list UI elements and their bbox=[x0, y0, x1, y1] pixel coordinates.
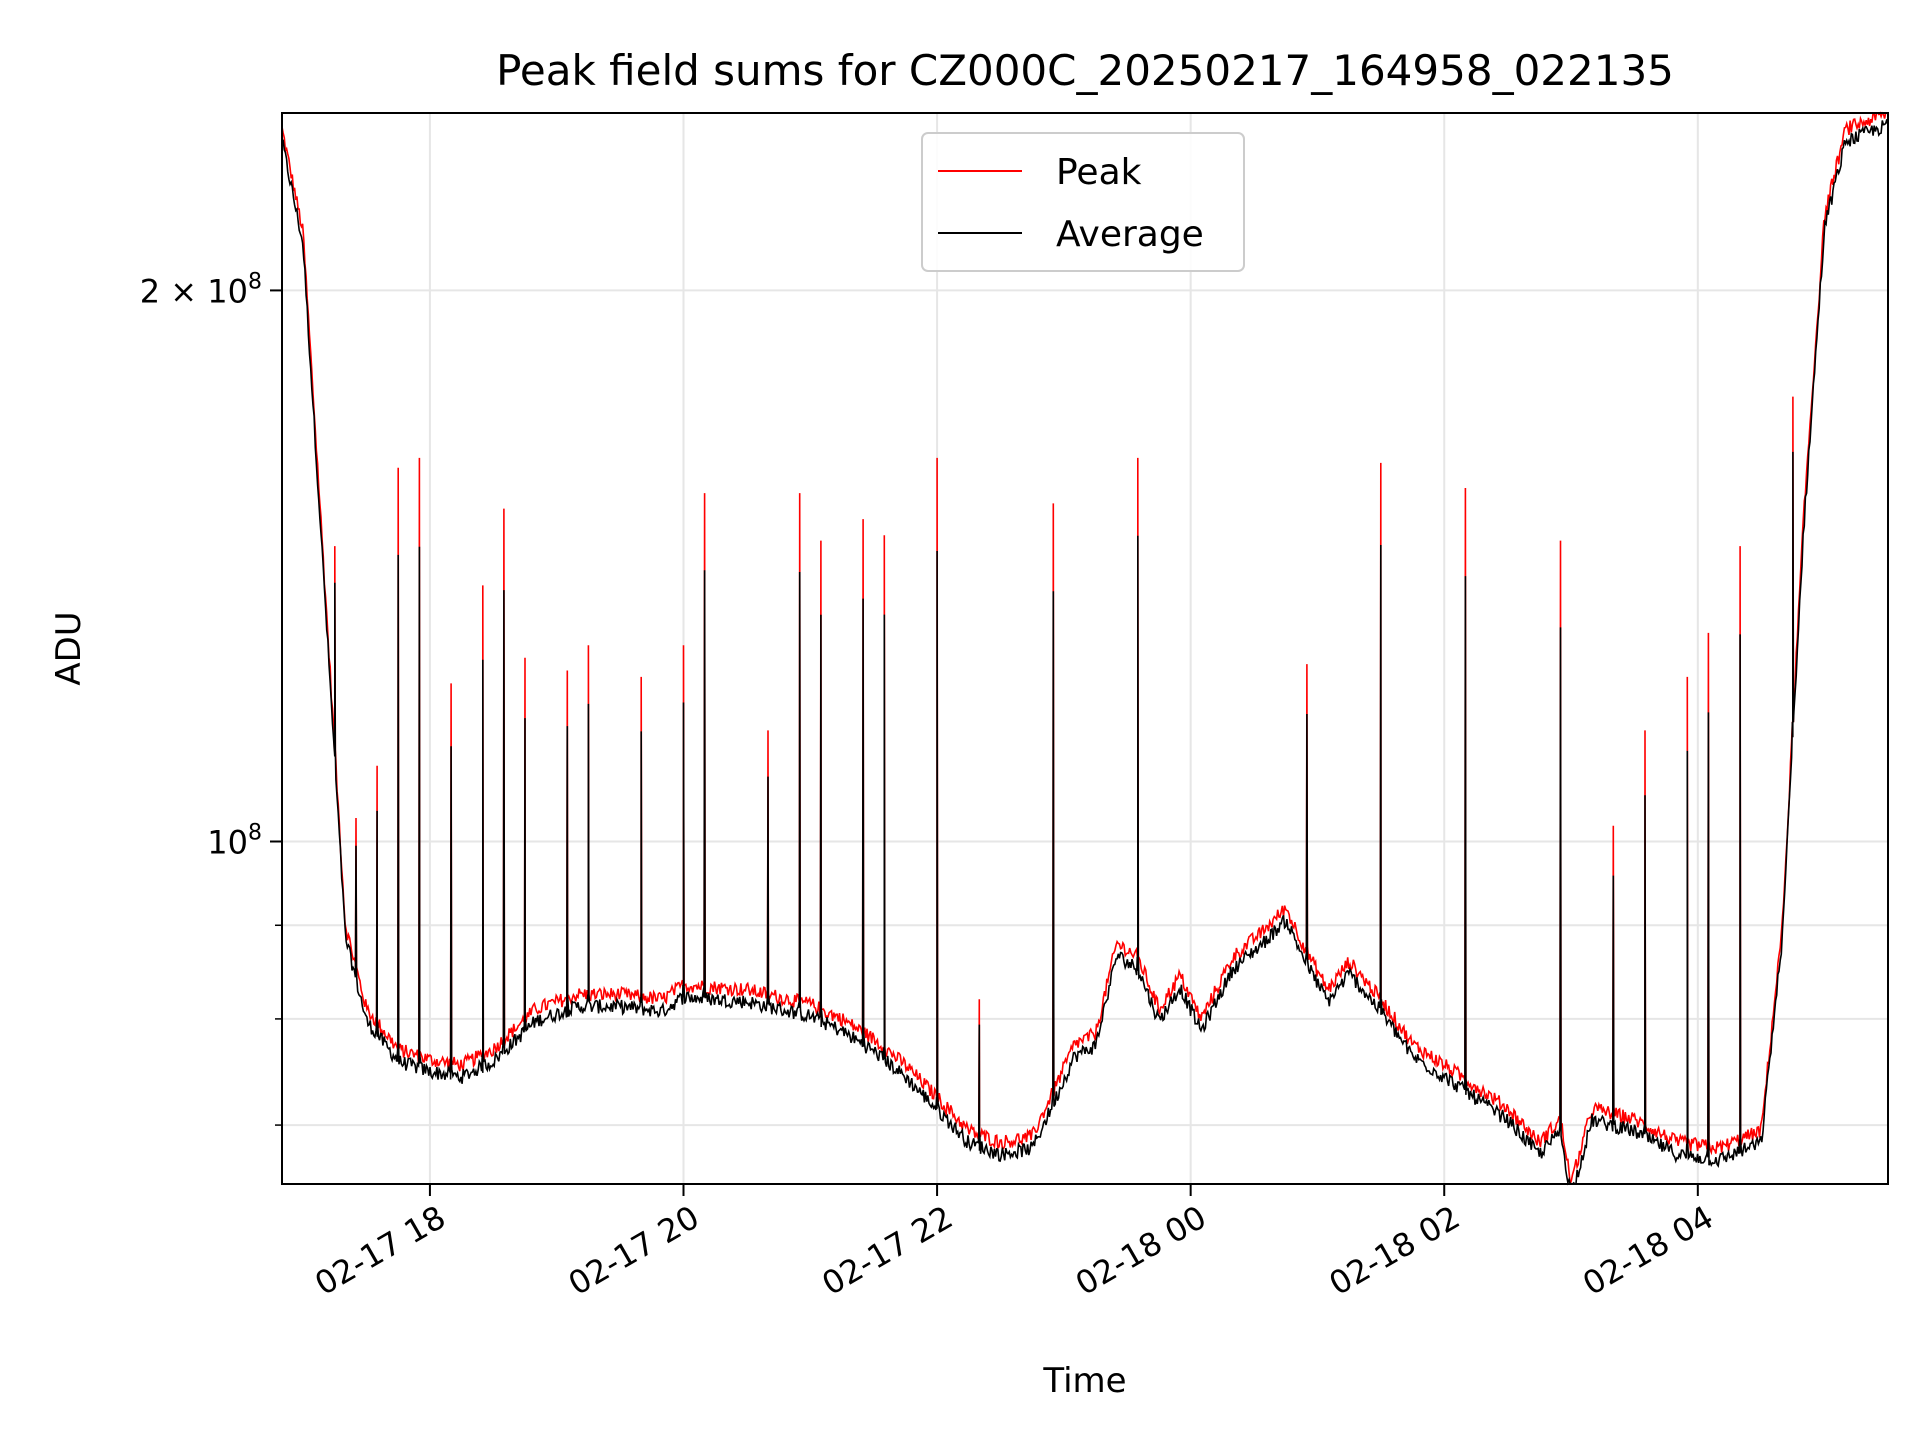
series-layer bbox=[281, 111, 1889, 1186]
chart-title: Peak field sums for CZ000C_20250217_1649… bbox=[496, 46, 1674, 95]
series-line-peak bbox=[281, 111, 1888, 1185]
y-tick-label: 108 bbox=[207, 821, 262, 862]
plot-frame bbox=[281, 112, 1889, 1185]
legend-label-average: Average bbox=[1056, 214, 1204, 255]
y-tick-label: 2 × 108 bbox=[140, 269, 262, 310]
legend-box bbox=[921, 132, 1245, 272]
legend-label-peak: Peak bbox=[1056, 152, 1142, 193]
x-axis-label: Time bbox=[1042, 1361, 1126, 1401]
legend: Peak Average bbox=[921, 132, 1245, 272]
y-axis-label: ADU bbox=[49, 611, 89, 685]
series-line-average bbox=[281, 119, 1889, 1186]
